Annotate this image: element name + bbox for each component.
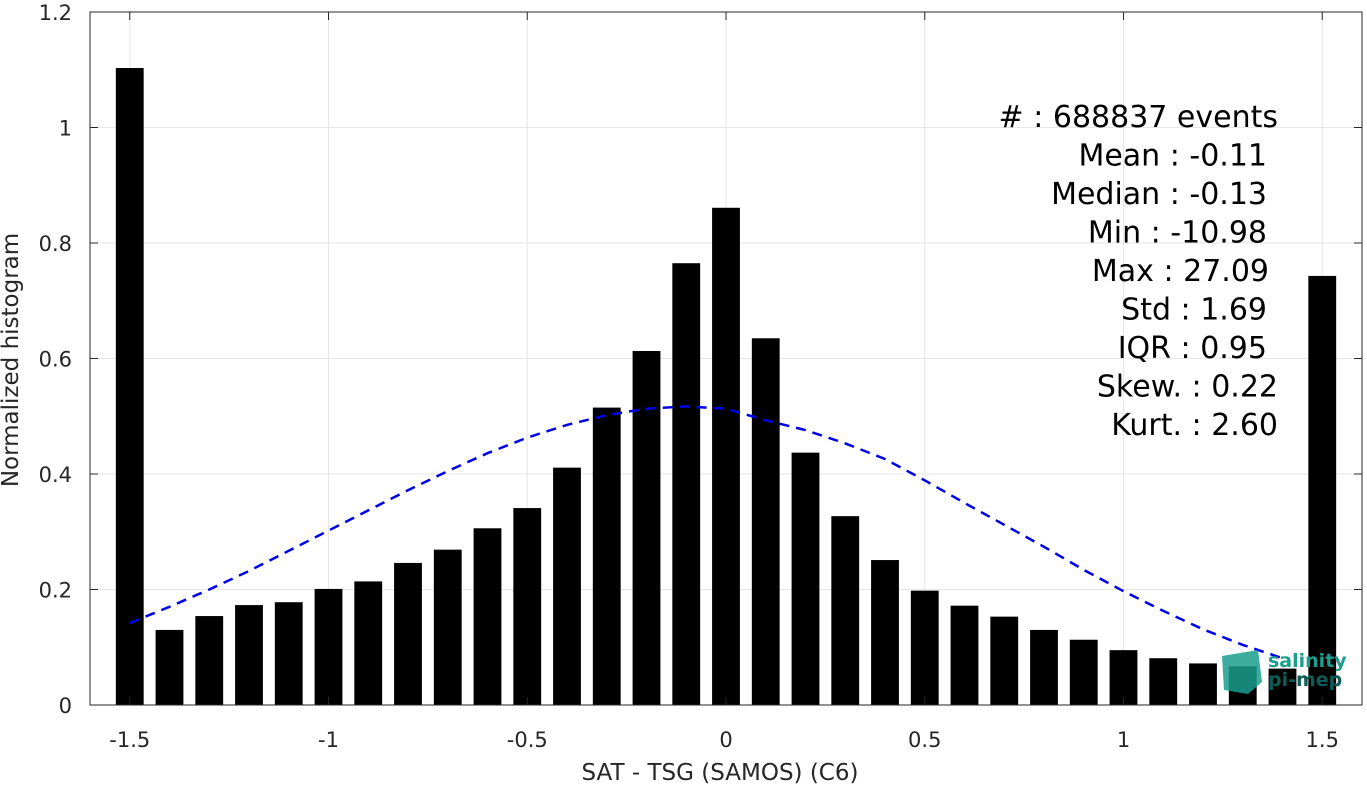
- stat-line-0: # : 688837 events: [999, 100, 1278, 135]
- axis-ticks: [90, 11, 1362, 706]
- bar-26: [1149, 658, 1178, 705]
- bar-0: [115, 68, 144, 705]
- y-tick-label-0: 0: [59, 694, 72, 718]
- stat-line-1: Mean : -0.11: [1078, 139, 1267, 174]
- stat-line-3: Min : -10.98: [1088, 216, 1267, 251]
- bar-7: [394, 562, 422, 705]
- y-tick-label-1: 0.2: [39, 579, 72, 603]
- stat-line-2: Median : -0.13: [1051, 177, 1267, 212]
- logo-line1: salinity: [1268, 650, 1347, 672]
- y-tick-label-6: 1.2: [39, 1, 72, 25]
- bar-30: [1308, 275, 1337, 705]
- bars: [115, 68, 1337, 705]
- bar-14: [672, 263, 701, 705]
- y-tick-labels: 0 0.2 0.4 0.6 0.8 1 1.2: [39, 1, 72, 718]
- stat-line-4: Max : 27.09: [1092, 254, 1269, 289]
- bar-25: [1109, 650, 1138, 705]
- bar-21: [950, 605, 979, 705]
- y-axis-label: Normalized histogram: [0, 233, 24, 487]
- y-tick-label-2: 0.4: [39, 463, 72, 487]
- bar-24: [1069, 639, 1098, 705]
- bar-16: [751, 338, 780, 705]
- bar-19: [871, 560, 899, 705]
- stat-line-7: Skew. : 0.22: [1097, 370, 1278, 405]
- salinity-pimep-logo: salinity pi-mep: [1222, 650, 1347, 694]
- y-tick-label-3: 0.6: [39, 348, 72, 372]
- x-tick-label-2: -0.5: [507, 728, 548, 752]
- bar-4: [274, 602, 303, 705]
- bar-9: [473, 528, 502, 705]
- stat-line-8: Kurt. : 2.60: [1111, 408, 1278, 443]
- bar-22: [990, 616, 1019, 705]
- x-tick-labels: -1.5 -1 -0.5 0 0.5 1 1.5: [109, 728, 1339, 752]
- stat-line-5: Std : 1.69: [1121, 293, 1267, 328]
- stat-line-6: IQR : 0.95: [1118, 331, 1267, 366]
- y-tick-label-4: 0.8: [39, 232, 72, 256]
- bar-11: [553, 467, 581, 705]
- bar-2: [195, 616, 224, 705]
- bar-12: [592, 407, 621, 705]
- x-tick-label-6: 1.5: [1306, 728, 1339, 752]
- bar-3: [235, 605, 263, 705]
- bar-18: [831, 516, 860, 705]
- bar-23: [1030, 629, 1058, 705]
- y-tick-label-5: 1: [59, 117, 72, 141]
- bar-15: [712, 207, 740, 705]
- x-tick-label-3: 0: [719, 728, 732, 752]
- logo-line2: pi-mep: [1268, 669, 1342, 691]
- bar-6: [354, 581, 383, 705]
- normal-fit-curve: [129, 405, 1283, 660]
- bar-17: [791, 452, 820, 705]
- bar-10: [513, 508, 542, 705]
- bar-29: [1268, 668, 1297, 705]
- x-tick-label-5: 1: [1117, 728, 1130, 752]
- bar-27: [1189, 663, 1217, 705]
- bar-8: [433, 549, 462, 705]
- x-axis-label: SAT - TSG (SAMOS) (C6): [582, 760, 859, 785]
- bar-20: [910, 590, 939, 705]
- bar-5: [314, 588, 343, 705]
- bar-13: [632, 350, 661, 705]
- bar-1: [155, 629, 184, 705]
- x-tick-label-0: -1.5: [109, 728, 150, 752]
- x-tick-label-1: -1: [318, 728, 339, 752]
- logo-mark-icon: [1222, 650, 1262, 694]
- x-tick-label-4: 0.5: [908, 728, 941, 752]
